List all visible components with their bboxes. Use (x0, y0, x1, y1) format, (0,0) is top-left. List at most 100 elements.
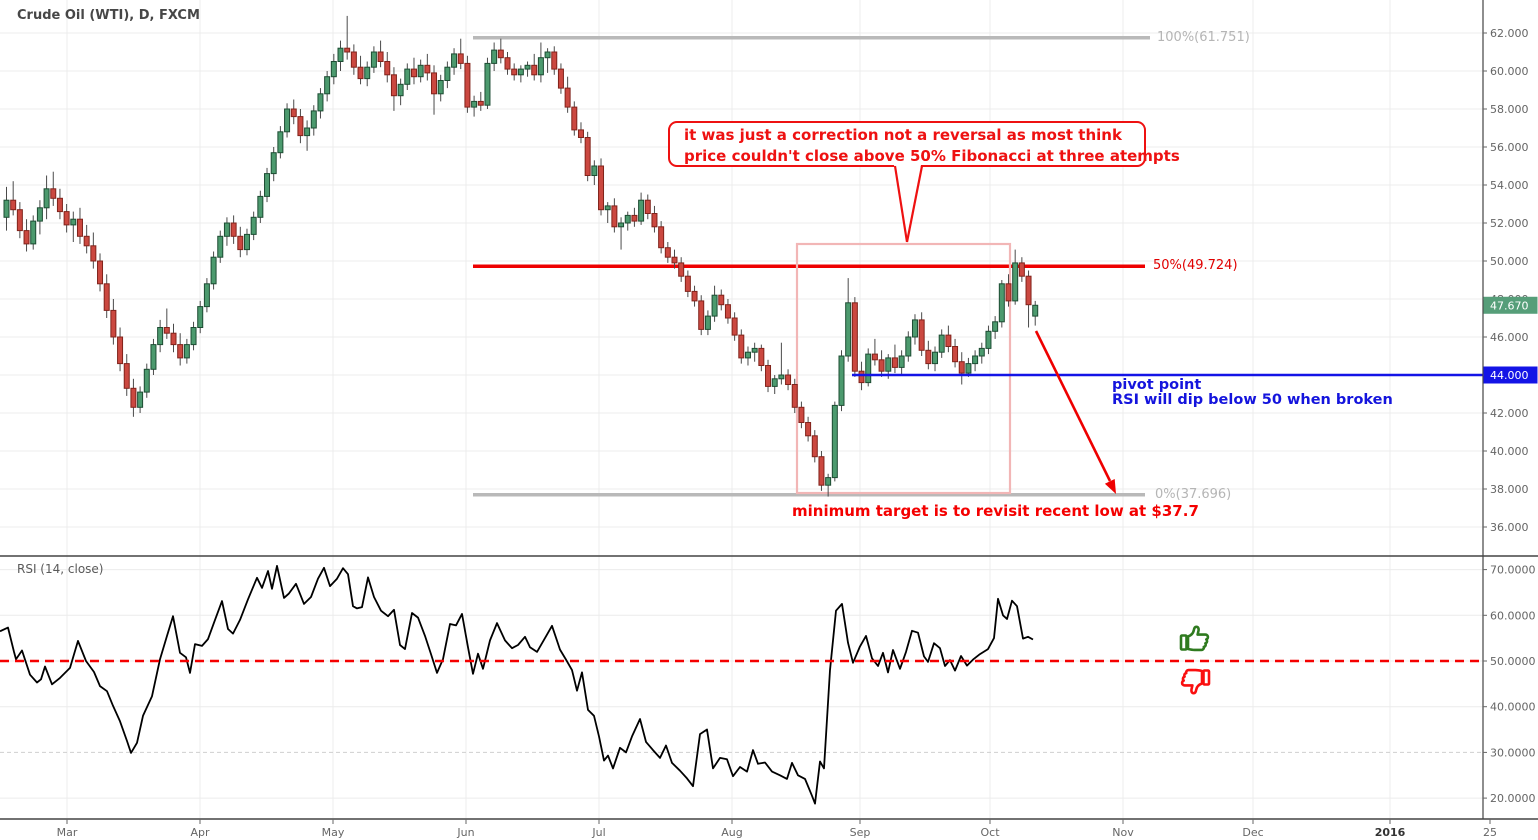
time-tick-label: Jun (456, 826, 474, 839)
candle-down (390, 74, 397, 97)
candle-down (644, 199, 651, 214)
time-tick-label: Mar (57, 826, 78, 839)
rsi-tick-label: 20.0000 (1490, 792, 1536, 805)
candle-up (143, 368, 150, 393)
callout-line-1: it was just a correction not a reversal … (684, 126, 1122, 144)
candle-down (56, 197, 63, 213)
candle-up (992, 321, 999, 332)
time-axis[interactable]: Mar Apr May Jun Jul Aug Sep Oct Nov Dec 2016 25 (57, 819, 1497, 839)
candle-down (16, 209, 23, 232)
candle-down (952, 346, 959, 363)
candle-down (477, 100, 484, 106)
candle-down (350, 51, 357, 68)
candle-up (437, 80, 444, 95)
candle-up (397, 83, 404, 97)
candle-down (290, 108, 297, 118)
time-tick-label: Aug (721, 826, 742, 839)
time-tick-label: 2016 (1375, 826, 1406, 839)
candle-down (130, 387, 137, 408)
candle-down (577, 129, 584, 138)
candle-up (317, 93, 324, 112)
target-arrow[interactable] (1034, 330, 1112, 482)
candle-up (243, 233, 250, 251)
candle-up (751, 347, 758, 353)
candle-up (978, 347, 985, 357)
candle-up (778, 374, 785, 380)
candle-up (517, 68, 524, 76)
candle-down (23, 230, 30, 245)
candle-up (190, 327, 197, 346)
candle-up (591, 165, 598, 176)
candle-down (878, 359, 885, 372)
price-tick-label: 52.000 (1490, 217, 1529, 230)
candle-up (284, 108, 291, 133)
candle-up (932, 351, 939, 365)
candle-up (865, 353, 872, 384)
callout-pointer (893, 165, 924, 243)
candle-down (384, 61, 391, 76)
pivot-point-note[interactable]: pivot point RSI will dip below 50 when b… (1112, 378, 1393, 408)
candle-up (203, 283, 210, 308)
candle-down (97, 260, 104, 285)
candle-down (611, 205, 618, 228)
candle-up (905, 336, 912, 357)
price-tick-label: 40.000 (1490, 445, 1529, 458)
candle-up (43, 188, 50, 209)
candle-down (651, 213, 658, 228)
candle-up (257, 195, 264, 218)
min-target-note[interactable]: minimum target is to revisit recent low … (792, 502, 1199, 520)
candle-up (310, 110, 317, 129)
candle-down (531, 64, 538, 76)
candle-down (684, 275, 691, 292)
fib-0-label: 0%(37.696) (1155, 487, 1232, 502)
candle-up (197, 306, 204, 329)
price-axis[interactable]: 62.000 60.000 58.000 56.000 54.000 52.000 50.0… (1483, 27, 1538, 534)
candle-down (551, 51, 558, 70)
time-tick-label: Jul (591, 826, 605, 839)
last-price-badge-text: 47.670 (1490, 299, 1529, 312)
price-tick-label: 50.000 (1490, 255, 1529, 268)
candle-up (150, 344, 157, 370)
candle-down (785, 374, 792, 385)
candle-up (364, 66, 371, 80)
candle-up (965, 363, 972, 374)
time-tick-label: Oct (980, 826, 1000, 839)
candle-up (831, 404, 838, 479)
rsi-line (0, 565, 1034, 805)
candle-up (3, 199, 10, 218)
consolidation-highlight-box[interactable] (795, 242, 1012, 495)
price-tick-label: 58.000 (1490, 103, 1529, 116)
candle-up (137, 391, 144, 408)
thumbs-down-icon[interactable] (1180, 668, 1211, 695)
candle-down (63, 211, 70, 226)
candle-down (410, 68, 417, 78)
candle-up (250, 216, 257, 235)
candle-down (230, 222, 237, 237)
candle-up (210, 256, 217, 285)
candle-up (36, 207, 43, 222)
candle-up (618, 222, 625, 228)
candle-up (270, 152, 277, 175)
candle-down (177, 344, 184, 359)
candle-up (838, 355, 845, 406)
candle-up (30, 220, 37, 245)
candle-down (798, 406, 805, 423)
rsi-axis[interactable]: 70.0000 60.0000 50.0000 40.0000 30.0000 20.00… (1483, 564, 1536, 806)
candle-down (871, 353, 878, 361)
fib-100-label: 100%(61.751) (1157, 30, 1250, 45)
correction-callout-note[interactable]: it was just a correction not a reversal … (668, 121, 1180, 167)
candle-up (825, 477, 832, 486)
rsi-tick-label: 70.0000 (1490, 564, 1536, 577)
candle-down (945, 334, 952, 348)
time-tick-label: Nov (1112, 826, 1134, 839)
candle-up (324, 76, 331, 95)
candle-down (598, 165, 605, 211)
candle-down (698, 300, 705, 330)
candle-down (357, 66, 364, 80)
candle-up (638, 199, 645, 222)
candle-up (1032, 304, 1039, 317)
last-price-badge (1483, 296, 1538, 314)
candle-down (765, 365, 772, 387)
thumbs-up-icon[interactable] (1179, 625, 1210, 652)
price-tick-label: 36.000 (1490, 521, 1529, 534)
